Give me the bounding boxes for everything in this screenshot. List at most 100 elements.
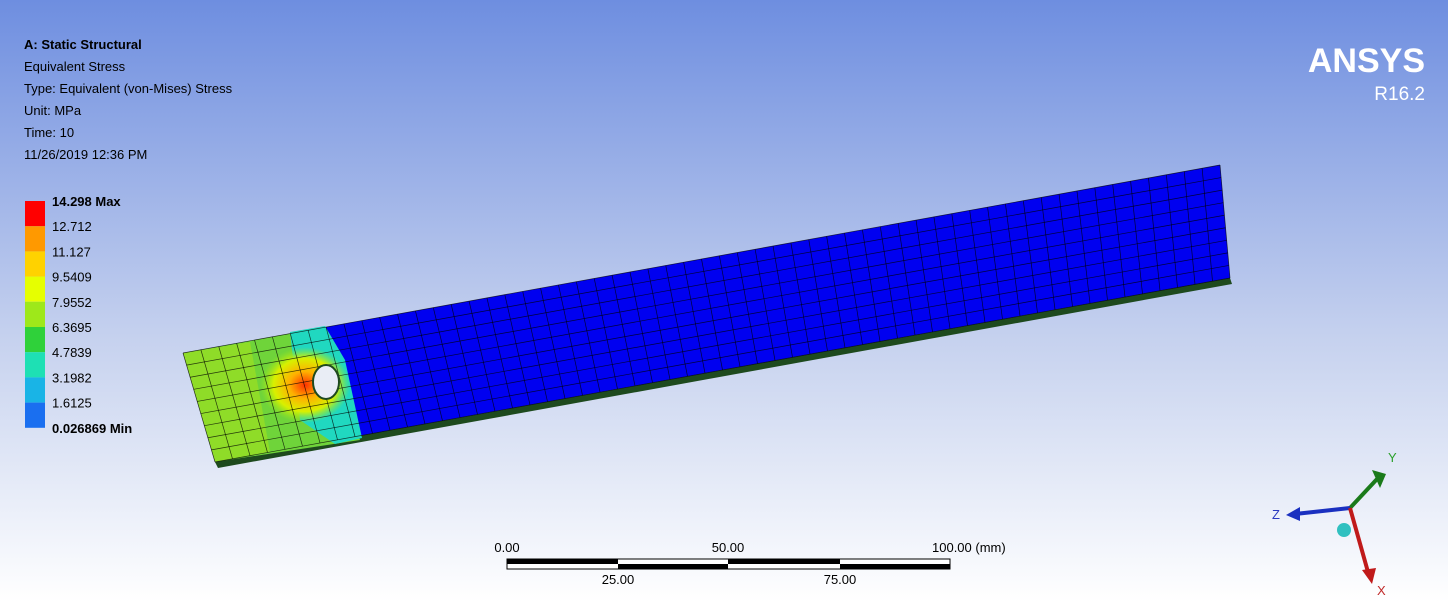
mesh-line: [933, 216, 951, 329]
legend-swatch: [25, 226, 45, 252]
mesh-line: [236, 343, 268, 453]
mesh-line: [736, 252, 758, 364]
mesh-line: [200, 349, 233, 459]
x-axis-label: X: [1377, 583, 1386, 598]
legend-label: 9.5409: [52, 270, 92, 285]
scale-label: 0.00: [494, 540, 519, 555]
mesh-line: [343, 323, 373, 434]
mesh-line: [200, 227, 1226, 414]
legend-label: 7.9552: [52, 295, 92, 310]
y-arrowhead: [1372, 470, 1386, 488]
z-axis-arrow: [1294, 506, 1351, 516]
header-line: Equivalent Stress: [24, 59, 126, 74]
legend-swatch: [25, 201, 45, 227]
scale-label: 75.00: [824, 572, 857, 587]
mesh-line: [361, 320, 391, 431]
mesh-line: [186, 177, 1222, 366]
legend-swatch: [25, 301, 45, 327]
mesh-line: [1094, 187, 1108, 301]
mesh-line: [204, 239, 1227, 427]
mesh-line: [665, 265, 688, 377]
mesh-line: [207, 252, 1228, 439]
legend-label: 3.1982: [52, 370, 92, 385]
mesh-line: [218, 346, 251, 456]
scale-label: 50.00: [712, 540, 745, 555]
mesh-line: [826, 236, 846, 348]
mesh-line: [808, 239, 828, 352]
mesh-line: [629, 271, 653, 383]
mesh-line: [182, 164, 1221, 354]
hole: [312, 364, 340, 400]
legend-label: 4.7839: [52, 345, 92, 360]
mesh-line: [211, 265, 1229, 451]
mesh-line: [987, 207, 1003, 320]
mesh-line: [289, 333, 321, 444]
mesh-line: [1166, 174, 1178, 288]
mesh-line: [214, 277, 1231, 463]
x-axis-arrow: [1348, 507, 1370, 573]
legend-label: 12.712: [52, 219, 92, 234]
mesh-line: [647, 268, 671, 380]
mesh-line: [197, 214, 1225, 402]
mesh-line: [593, 278, 618, 390]
mesh-line: [1022, 200, 1038, 313]
mesh-line: [611, 275, 636, 386]
mesh-line: [379, 317, 408, 428]
mesh-line: [1112, 184, 1126, 298]
mesh-line: [1183, 171, 1196, 285]
scale-bar: 0.00 50.00 100.00 (mm) 25.00 75.00: [494, 540, 1005, 587]
scale-label: 100.00 (mm): [932, 540, 1006, 555]
mesh-line: [190, 189, 1223, 378]
x-arrowhead: [1362, 568, 1376, 584]
mesh-line: [325, 326, 356, 437]
header-line: Type: Equivalent (von-Mises) Stress: [24, 81, 233, 96]
header: A: Static Structural Equivalent Stress Typ…: [24, 37, 233, 162]
mesh-line: [558, 284, 583, 396]
mesh-line: [486, 297, 513, 409]
mesh-line: [415, 310, 443, 421]
mesh-line: [701, 258, 723, 371]
mesh-line: [1130, 181, 1143, 294]
mesh-line: [576, 281, 601, 393]
beam-edge: [215, 278, 1232, 468]
mesh-line: [1076, 190, 1091, 304]
mesh-line: [397, 314, 426, 425]
z-axis-label: Z: [1272, 507, 1280, 522]
legend-swatch: [25, 402, 45, 428]
mesh-line: [683, 262, 706, 374]
logo-version: R16.2: [1374, 84, 1425, 105]
mesh-line: [1058, 194, 1073, 307]
legend-swatch: [25, 327, 45, 353]
header-line: 11/26/2019 12:36 PM: [24, 147, 147, 162]
z-arrowhead: [1286, 507, 1300, 521]
mesh-line: [897, 223, 916, 336]
legend-swatch: [25, 352, 45, 378]
mesh-line: [432, 307, 461, 418]
mesh-line: [772, 245, 793, 358]
mesh-line: [1148, 177, 1161, 291]
scale-segment: [618, 564, 728, 569]
axis-triad: Y Z X: [1272, 450, 1397, 598]
scale-segment: [728, 559, 840, 564]
mesh-line: [790, 242, 811, 355]
mesh-line: [862, 229, 881, 342]
analysis-title: A: Static Structural: [24, 37, 142, 52]
mesh-line: [719, 255, 741, 367]
mesh-line: [193, 202, 1224, 390]
scale-segment: [507, 559, 618, 564]
header-line: Time: 10: [24, 125, 74, 140]
legend-label: 6.3695: [52, 320, 92, 335]
mesh-line: [1005, 203, 1021, 317]
mesh-line: [504, 294, 531, 405]
y-axis-label: Y: [1388, 450, 1397, 465]
legend: 14.298 Max 12.712 11.127 9.5409 7.9552 6.3695…: [25, 194, 132, 436]
legend-label: 11.127: [52, 244, 91, 259]
mesh-line: [1219, 164, 1231, 279]
legend-swatch: [25, 251, 45, 277]
scale-label: 25.00: [602, 572, 635, 587]
mesh-line: [754, 249, 776, 361]
triad-origin: [1337, 523, 1351, 537]
y-axis-arrow: [1348, 476, 1380, 510]
